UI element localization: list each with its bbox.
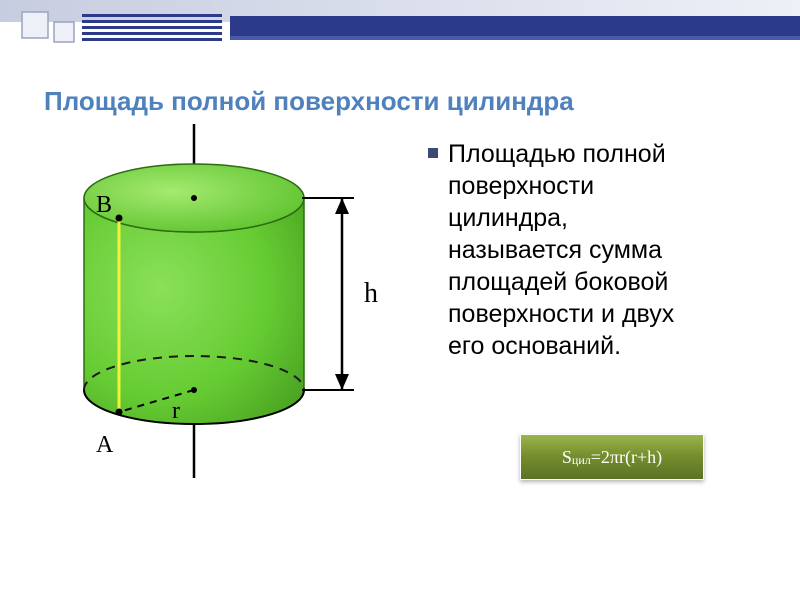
formula-S: S	[562, 447, 572, 468]
slide-title: Площадь полной поверхности цилиндра	[44, 86, 574, 117]
formula-box: Sцил=2πr(r+h)	[520, 434, 704, 480]
label-r: r	[172, 398, 180, 424]
formula-sub: цил	[572, 453, 591, 468]
label-h: h	[364, 278, 378, 309]
slide-top-decoration	[0, 0, 800, 56]
formula-rest: =2πr(r+h)	[591, 447, 662, 468]
body-text: Площадью полной поверхности цилиндра, на…	[448, 138, 674, 362]
label-B: B	[96, 192, 112, 218]
cylinder-diagram: r B A h	[24, 120, 414, 490]
bullet-icon	[428, 148, 438, 158]
body-text-block: Площадью полной поверхности цилиндра, на…	[428, 138, 778, 362]
label-A: A	[96, 432, 114, 458]
